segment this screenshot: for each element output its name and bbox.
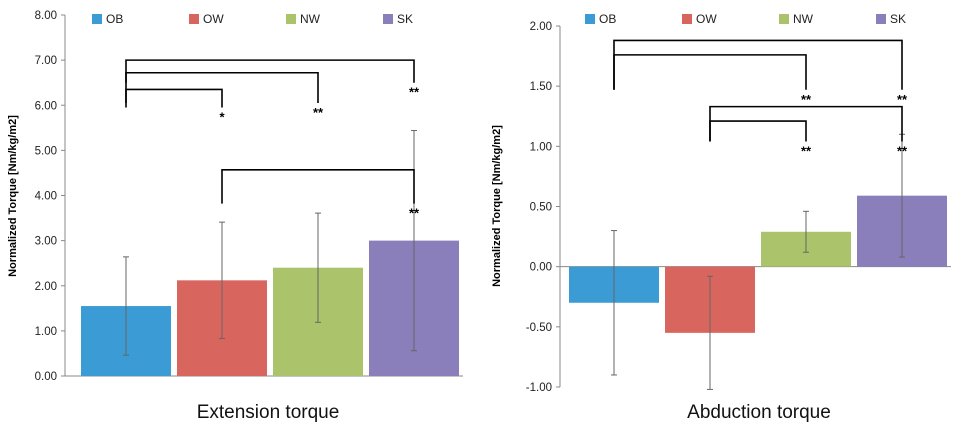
legend-swatch-ob	[585, 14, 595, 24]
significance-bracket	[613, 39, 903, 90]
legend-swatch-ow	[682, 14, 692, 24]
legend-swatch-sk	[876, 14, 886, 24]
legend-label-ow: OW	[203, 12, 224, 26]
legend-label-ow: OW	[696, 12, 717, 26]
y-tick-label: -0.50	[526, 322, 552, 334]
significance-bracket	[709, 120, 807, 142]
legend-label-ob: OB	[599, 12, 616, 26]
y-tick-label: 1.50	[530, 81, 552, 93]
significance-bracket	[613, 54, 807, 90]
y-tick-label: -1.00	[526, 382, 552, 394]
legend-swatch-ow	[189, 14, 199, 24]
chart-title: Extension torque	[197, 402, 340, 423]
significance-bracket	[125, 59, 415, 83]
significance-bracket	[125, 71, 319, 103]
y-tick-label: 0.50	[530, 202, 552, 214]
significance-label: **	[801, 92, 812, 107]
significance-label: **	[897, 144, 908, 159]
legend-swatch-nw	[779, 14, 789, 24]
chart-extension: 0.001.002.003.004.005.006.007.008.00* ***…	[7, 10, 463, 423]
y-axis-label: Normalized Torque [Nm/kg/m2]	[491, 125, 503, 287]
legend-label-sk: SK	[397, 12, 413, 26]
y-tick-label: 7.00	[35, 55, 57, 67]
significance-label: **	[409, 206, 420, 221]
significance-label: **	[313, 105, 324, 120]
y-axis-label: Normalized Torque [Nm/kg/m2]	[7, 115, 19, 277]
y-tick-label: 0.00	[35, 371, 57, 383]
legend-swatch-sk	[383, 14, 393, 24]
y-tick-label: 2.00	[35, 281, 57, 293]
chart-title: Abduction torque	[687, 402, 831, 423]
y-tick-label: 8.00	[35, 10, 57, 22]
y-tick-label: 1.00	[35, 326, 57, 338]
legend-label-nw: NW	[793, 12, 814, 26]
y-tick-label: 1.00	[530, 141, 552, 153]
legend-label-ob: OB	[106, 12, 123, 26]
y-tick-label: 5.00	[35, 145, 57, 157]
y-tick-label: 4.00	[35, 191, 57, 203]
y-tick-label: 2.00	[530, 21, 552, 33]
legend-swatch-ob	[92, 14, 102, 24]
significance-label: **	[409, 85, 420, 100]
y-tick-label: 0.00	[530, 262, 552, 274]
chart-abduction: -1.00 -0.50 0.00 0.50 1.00 1.50 2.00 ** ** ** ** OB…	[491, 12, 951, 423]
y-tick-label: 3.00	[35, 236, 57, 248]
legend-label-nw: NW	[300, 12, 321, 26]
significance-label: *	[219, 110, 225, 125]
significance-label: **	[801, 144, 812, 159]
significance-bracket	[125, 88, 223, 108]
legend-label-sk: SK	[890, 12, 906, 26]
y-tick-label: 6.00	[35, 100, 57, 112]
significance-label: **	[897, 92, 908, 107]
legend-swatch-nw	[286, 14, 296, 24]
significance-bracket	[221, 168, 415, 204]
